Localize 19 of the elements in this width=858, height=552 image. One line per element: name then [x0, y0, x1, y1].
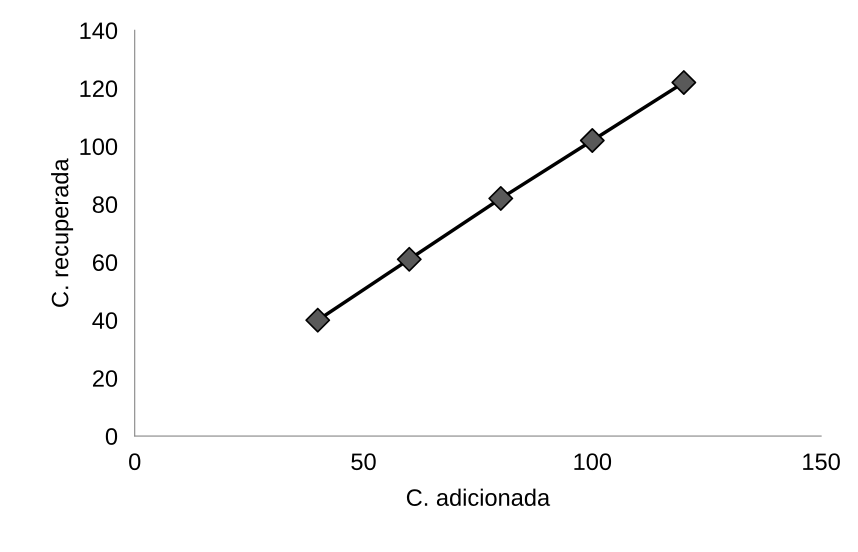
point [396, 246, 422, 272]
x-tick-label: 0 [129, 453, 140, 470]
y-tick-label: 120 [80, 80, 118, 98]
x-tick-label: 100 [574, 453, 612, 470]
point [671, 70, 696, 95]
y-axis-title: C. recuperada [51, 158, 74, 307]
x-axis-title: C. adicionada [406, 488, 550, 506]
y-tick-label: 60 [92, 254, 118, 271]
point [305, 308, 330, 333]
y-tick-label: 140 [80, 22, 118, 40]
y-tick-label: 20 [92, 370, 118, 387]
x-tick-label: 50 [351, 453, 376, 470]
y-tick-label: 0 [106, 428, 118, 445]
y-tick-label: 100 [80, 138, 118, 156]
point [580, 128, 605, 153]
y-tick-label: 40 [92, 312, 118, 329]
point [488, 186, 514, 211]
y-tick-label: 80 [92, 196, 118, 214]
x-tick-label: 150 [803, 453, 840, 470]
